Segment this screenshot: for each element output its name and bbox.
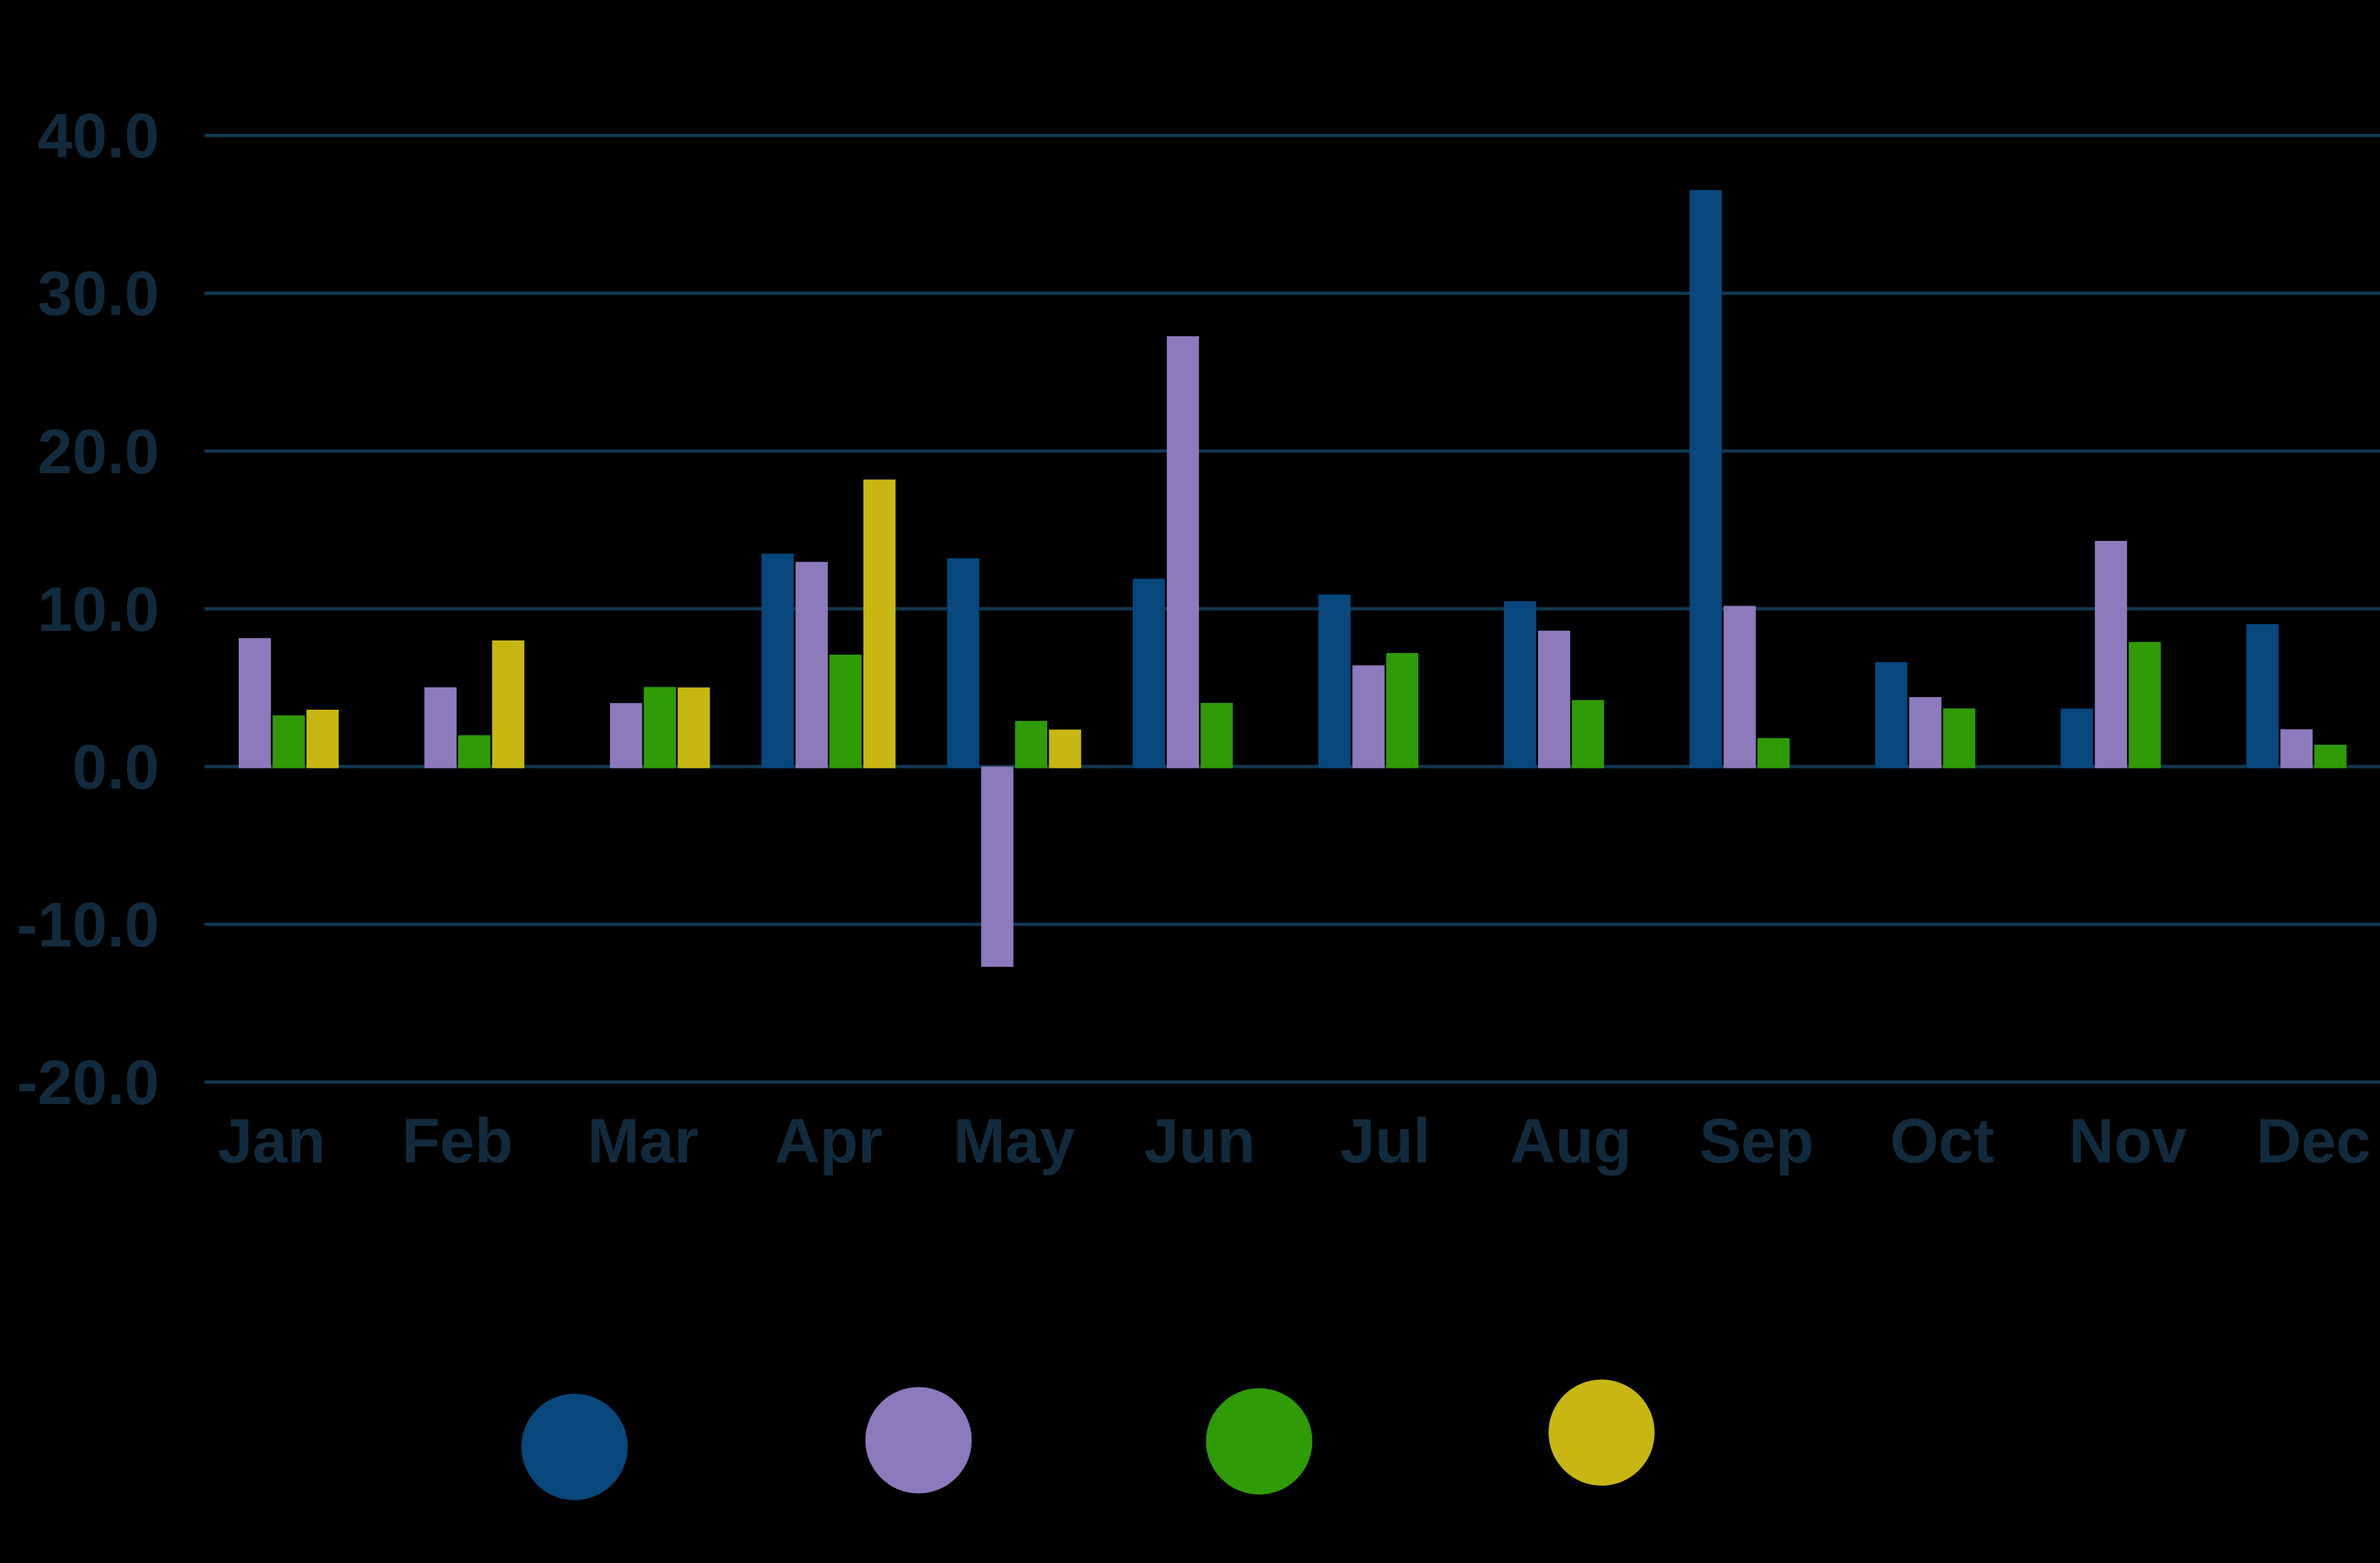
svg-text:Dec: Dec [2256, 1106, 2370, 1176]
svg-text:May: May [953, 1106, 1075, 1176]
svg-text:Nov: Nov [2069, 1106, 2187, 1176]
svg-text:20.0: 20.0 [38, 417, 160, 487]
svg-text:-10.0: -10.0 [17, 890, 159, 960]
svg-text:-20.0: -20.0 [17, 1047, 159, 1117]
svg-text:Feb: Feb [402, 1106, 512, 1176]
svg-text:Jul: Jul [1340, 1106, 1430, 1176]
svg-text:40.0: 40.0 [38, 101, 160, 171]
svg-text:Jan: Jan [218, 1106, 326, 1176]
svg-text:10.0: 10.0 [38, 574, 160, 644]
svg-text:Mar: Mar [588, 1106, 698, 1176]
svg-text:Oct: Oct [1890, 1106, 1994, 1176]
svg-text:30.0: 30.0 [38, 259, 160, 329]
svg-text:Apr: Apr [775, 1106, 883, 1176]
svg-text:Jun: Jun [1144, 1106, 1255, 1176]
svg-text:Sep: Sep [1699, 1106, 1814, 1176]
svg-text:0.0: 0.0 [72, 732, 159, 802]
svg-text:Aug: Aug [1511, 1106, 1632, 1176]
